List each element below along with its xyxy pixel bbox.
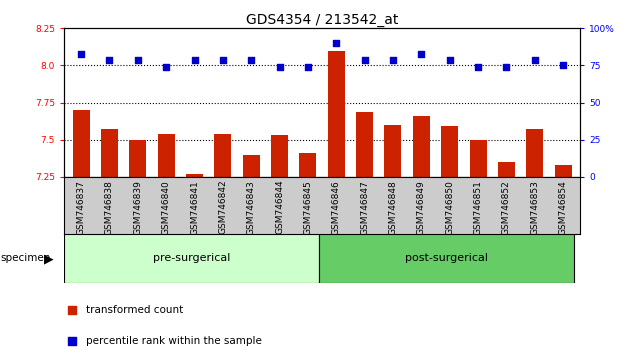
Bar [356, 112, 373, 177]
Point [274, 64, 285, 70]
Bar [498, 162, 515, 177]
Point [501, 64, 512, 70]
Point [246, 57, 256, 62]
Point [558, 63, 568, 68]
Bar [158, 134, 174, 177]
Text: GSM746846: GSM746846 [332, 180, 341, 235]
Point [161, 64, 171, 70]
Text: GSM746843: GSM746843 [247, 180, 256, 235]
Point [388, 57, 398, 62]
Bar [72, 110, 90, 177]
FancyBboxPatch shape [319, 234, 574, 283]
Bar [214, 134, 231, 177]
Title: GDS4354 / 213542_at: GDS4354 / 213542_at [246, 13, 398, 27]
Bar [385, 125, 401, 177]
Bar [129, 140, 146, 177]
Point [133, 57, 143, 62]
Text: GSM746841: GSM746841 [190, 180, 199, 235]
Bar [526, 130, 543, 177]
Point [473, 64, 483, 70]
Point [67, 338, 78, 343]
Bar [243, 155, 260, 177]
Point [331, 40, 342, 46]
Text: GSM746852: GSM746852 [502, 180, 511, 235]
Point [218, 57, 228, 62]
Bar [186, 174, 203, 177]
Text: GSM746845: GSM746845 [303, 180, 312, 235]
Point [104, 57, 115, 62]
Bar [299, 153, 317, 177]
Bar [271, 135, 288, 177]
Text: transformed count: transformed count [86, 305, 183, 315]
Text: GSM746840: GSM746840 [162, 180, 171, 235]
Bar [101, 130, 118, 177]
Text: GSM746851: GSM746851 [474, 180, 483, 235]
Text: GSM746839: GSM746839 [133, 180, 142, 235]
Text: specimen: specimen [1, 253, 51, 263]
Bar [441, 126, 458, 177]
Text: GSM746854: GSM746854 [558, 180, 567, 235]
Text: ▶: ▶ [44, 252, 53, 265]
Point [360, 57, 370, 62]
Text: GSM746842: GSM746842 [219, 180, 228, 234]
Text: GSM746849: GSM746849 [417, 180, 426, 235]
Text: percentile rank within the sample: percentile rank within the sample [86, 336, 262, 346]
Text: GSM746853: GSM746853 [530, 180, 539, 235]
Point [67, 307, 78, 313]
Point [303, 64, 313, 70]
Point [529, 57, 540, 62]
Bar [554, 165, 572, 177]
FancyBboxPatch shape [64, 234, 319, 283]
Text: GSM746837: GSM746837 [77, 180, 86, 235]
Text: GSM746847: GSM746847 [360, 180, 369, 235]
Text: pre-surgerical: pre-surgerical [153, 253, 230, 263]
Bar [328, 51, 345, 177]
Point [445, 57, 455, 62]
Bar [413, 116, 430, 177]
Point [189, 57, 199, 62]
Text: post-surgerical: post-surgerical [405, 253, 488, 263]
Point [416, 51, 426, 56]
Text: GSM746838: GSM746838 [105, 180, 114, 235]
Text: GSM746844: GSM746844 [275, 180, 284, 234]
Text: GSM746848: GSM746848 [388, 180, 397, 235]
Bar [469, 140, 487, 177]
Point [76, 51, 87, 56]
Text: GSM746850: GSM746850 [445, 180, 454, 235]
